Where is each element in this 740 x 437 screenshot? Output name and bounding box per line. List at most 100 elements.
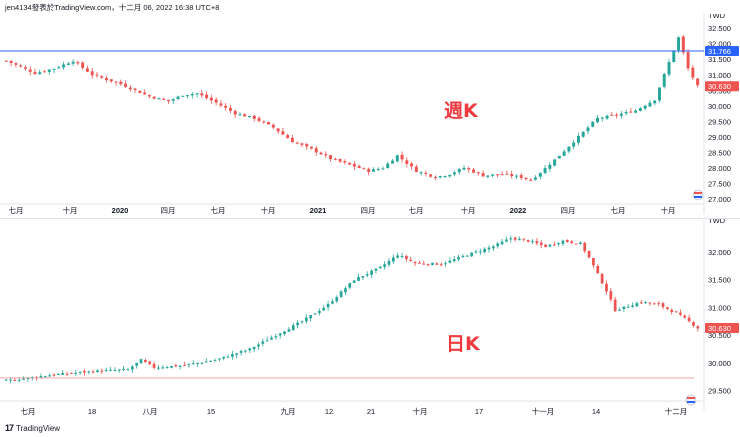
flag-stripe bbox=[694, 192, 702, 194]
candle-body bbox=[596, 117, 599, 123]
x-tick-label: 14 bbox=[592, 407, 600, 416]
candle bbox=[43, 375, 47, 378]
candle-body bbox=[635, 303, 639, 307]
candle-body bbox=[387, 260, 391, 265]
candle bbox=[572, 139, 576, 150]
candle-body bbox=[100, 370, 104, 372]
candle-body bbox=[148, 361, 152, 365]
x-tick-label: 十月 bbox=[261, 205, 276, 215]
candle-body bbox=[376, 168, 380, 170]
candle bbox=[371, 167, 375, 172]
candle-body bbox=[91, 371, 95, 373]
candle-body bbox=[465, 255, 469, 257]
candle bbox=[133, 87, 137, 93]
candle bbox=[505, 170, 509, 175]
candle bbox=[510, 170, 514, 179]
candle bbox=[674, 311, 678, 313]
y-tick-label: 32.000 bbox=[708, 248, 731, 257]
candle bbox=[52, 373, 56, 377]
candle-body bbox=[283, 331, 286, 335]
candle-body bbox=[395, 155, 399, 162]
candle-body bbox=[335, 297, 339, 302]
candle-body bbox=[667, 62, 671, 75]
candle bbox=[531, 239, 534, 244]
candle-body bbox=[310, 146, 313, 149]
candle-body bbox=[371, 169, 375, 172]
weekly-chart-panel[interactable]: TWD32.50032.00031.50031.00030.50030.0002… bbox=[0, 14, 740, 217]
weekly-candlestick-chart[interactable]: TWD32.50032.00031.50031.00030.50030.0002… bbox=[0, 14, 740, 217]
candle bbox=[304, 314, 308, 324]
candle-body bbox=[278, 333, 282, 336]
candle bbox=[87, 370, 91, 375]
candle bbox=[496, 241, 500, 249]
y-tick-label: 27.500 bbox=[708, 179, 731, 188]
candle-body bbox=[83, 371, 86, 373]
candle-body bbox=[71, 61, 75, 64]
candle-body bbox=[481, 173, 485, 177]
candle-body bbox=[344, 288, 347, 293]
candle bbox=[409, 256, 413, 262]
candle bbox=[186, 94, 190, 99]
candle-body bbox=[81, 62, 85, 68]
x-tick-label: 21 bbox=[367, 407, 375, 416]
candle bbox=[581, 131, 585, 138]
candle-body bbox=[287, 329, 291, 332]
candle-body bbox=[587, 250, 591, 258]
candle bbox=[105, 75, 108, 83]
candle bbox=[586, 125, 590, 135]
candle-body bbox=[252, 115, 256, 119]
candle bbox=[333, 157, 337, 161]
x-tick-label: 2020 bbox=[112, 206, 129, 215]
candle bbox=[331, 298, 334, 305]
daily-chart-panel[interactable]: TWD 32.000 31.500 31.000 30.500 30.000 29.500 七… bbox=[0, 218, 740, 419]
candle bbox=[217, 358, 221, 362]
candle bbox=[114, 81, 118, 86]
candle bbox=[100, 75, 104, 80]
candle bbox=[481, 170, 485, 177]
candle-body bbox=[61, 373, 65, 375]
candle-body bbox=[209, 97, 213, 101]
candle-body bbox=[624, 112, 628, 114]
candle-body bbox=[348, 162, 352, 165]
candle-body bbox=[495, 174, 499, 176]
candle bbox=[33, 68, 37, 75]
candle bbox=[339, 290, 343, 298]
candle-body bbox=[367, 168, 371, 172]
currency-label: TWD bbox=[708, 14, 726, 20]
candle bbox=[362, 167, 366, 170]
candle-body bbox=[314, 148, 318, 153]
candle-body bbox=[522, 238, 526, 240]
candle-body bbox=[191, 363, 195, 365]
candle bbox=[433, 175, 437, 181]
candle-body bbox=[14, 63, 18, 65]
candle bbox=[300, 320, 304, 325]
candle-body bbox=[348, 283, 352, 288]
candle-body bbox=[338, 158, 342, 162]
candle-body bbox=[133, 88, 137, 90]
candle-body bbox=[453, 172, 456, 175]
candle bbox=[687, 314, 691, 323]
flag-stripe bbox=[687, 397, 695, 399]
x-tick-label: 十月 bbox=[63, 205, 78, 215]
candle-body bbox=[618, 309, 621, 311]
x-tick-label: 十月 bbox=[413, 406, 428, 416]
daily-candlestick-chart[interactable]: TWD 32.000 31.500 31.000 30.500 30.000 29.500 七… bbox=[0, 219, 740, 419]
tradingview-logo-icon: 17 bbox=[5, 423, 14, 433]
candle-body bbox=[276, 128, 280, 132]
candle-body bbox=[448, 260, 452, 263]
candle-body bbox=[286, 135, 290, 139]
candle-body bbox=[85, 68, 89, 72]
candle bbox=[376, 167, 380, 171]
candle bbox=[391, 254, 395, 265]
x-tick-label: 八月 bbox=[143, 407, 158, 416]
candle bbox=[610, 112, 614, 116]
candle-body bbox=[309, 315, 313, 319]
candle bbox=[352, 161, 356, 170]
candle bbox=[83, 368, 86, 376]
candle-body bbox=[265, 340, 269, 342]
candle bbox=[138, 90, 142, 94]
candle bbox=[562, 149, 566, 157]
candle bbox=[509, 235, 513, 243]
chart-caption: jen4134發表於TradingView.com，十二月 06, 2022 1… bbox=[5, 3, 220, 12]
candle bbox=[666, 306, 669, 311]
